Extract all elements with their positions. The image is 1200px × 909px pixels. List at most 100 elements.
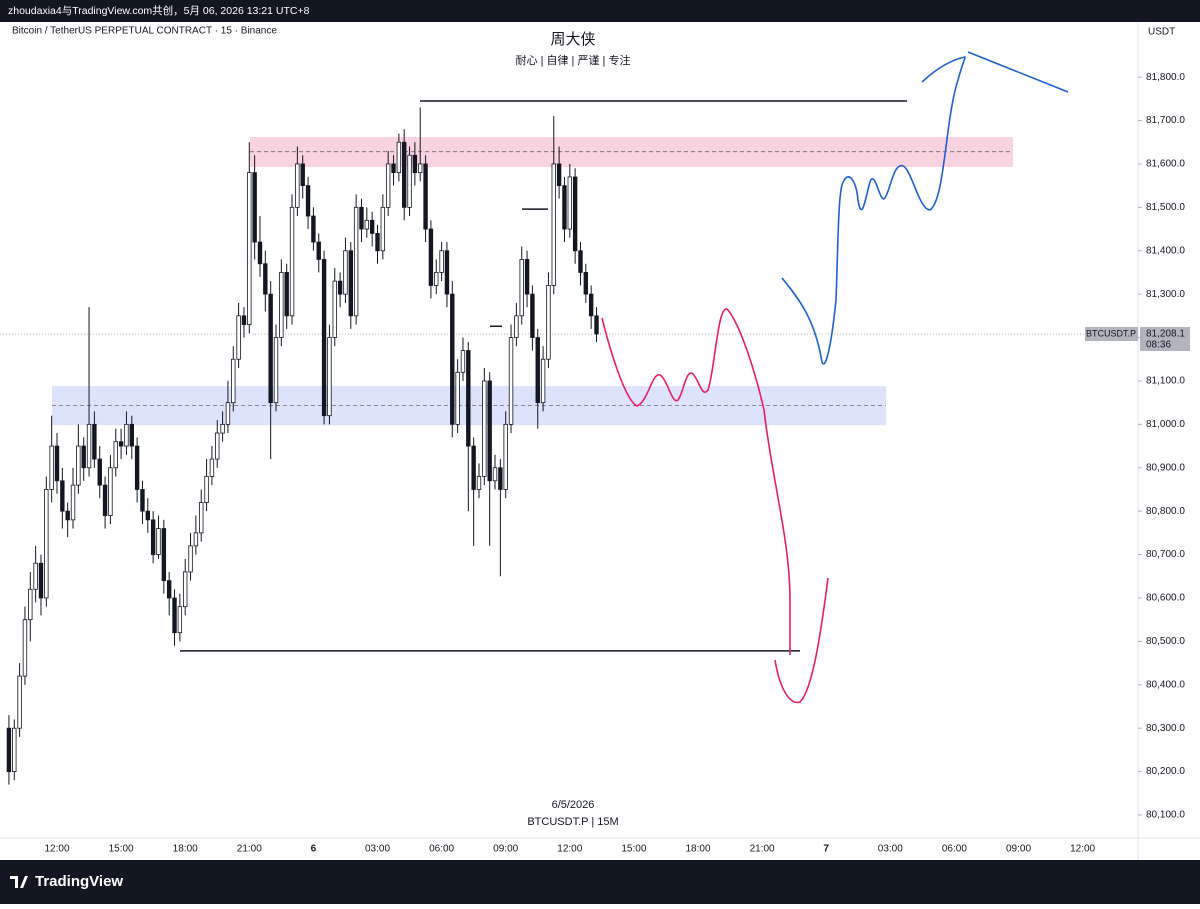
x-tick-label: 12:00 bbox=[557, 844, 582, 855]
candle-body bbox=[316, 241, 321, 260]
candle-body bbox=[257, 241, 263, 265]
x-tick-label: 7 bbox=[823, 844, 829, 855]
candle-body bbox=[343, 250, 348, 295]
candle-body bbox=[476, 476, 482, 490]
candle-body bbox=[578, 250, 583, 273]
candle-body bbox=[295, 163, 300, 208]
y-tick-label: 81,700.0 bbox=[1146, 115, 1185, 126]
candle-body bbox=[38, 562, 44, 599]
symbol-line: Bitcoin / TetherUS PERPETUAL CONTRACT · … bbox=[12, 26, 277, 37]
candle-body bbox=[33, 562, 38, 590]
candle-body bbox=[22, 619, 28, 677]
candle-body bbox=[450, 293, 455, 425]
candle-body bbox=[231, 358, 236, 404]
candle-body bbox=[236, 315, 241, 360]
candle-body bbox=[364, 219, 370, 230]
candle-body bbox=[439, 250, 444, 273]
candle-body bbox=[444, 250, 450, 295]
symbol-tag: BTCUSDT.P bbox=[1086, 328, 1136, 338]
candle-body bbox=[594, 315, 599, 335]
currency-label: USDT bbox=[1148, 27, 1175, 38]
y-tick-label: 81,500.0 bbox=[1146, 202, 1185, 213]
x-tick-label: 03:00 bbox=[878, 844, 903, 855]
candle-body bbox=[81, 445, 86, 469]
candle-body bbox=[182, 571, 188, 608]
price-tag: 81,208.1 bbox=[1146, 329, 1185, 340]
candle-body bbox=[273, 337, 279, 404]
candle-body bbox=[129, 423, 134, 447]
y-tick-label: 81,400.0 bbox=[1146, 245, 1185, 256]
candle-body bbox=[327, 337, 332, 417]
candle-body bbox=[583, 272, 589, 295]
x-tick-label: 06:00 bbox=[942, 844, 967, 855]
candle-body bbox=[209, 458, 215, 477]
candle-body bbox=[556, 163, 562, 187]
candle-body bbox=[514, 315, 519, 338]
x-tick-label: 03:00 bbox=[365, 844, 390, 855]
drawn-path bbox=[601, 308, 791, 655]
candle-body bbox=[161, 528, 167, 582]
candle-body bbox=[17, 675, 22, 729]
candle-body bbox=[519, 259, 524, 317]
candle-body bbox=[150, 519, 156, 555]
candle-body bbox=[12, 727, 17, 772]
watermark-symbol: BTCUSDT.P | 15M bbox=[527, 816, 618, 828]
candle-body bbox=[156, 528, 161, 555]
candle-body bbox=[54, 445, 60, 482]
y-tick-label: 80,200.0 bbox=[1146, 766, 1185, 777]
candle-body bbox=[289, 206, 295, 317]
marks: 80,100.0 80,200.0 80,300.0 80,400.0 80,500.0… bbox=[0, 72, 1190, 855]
candle-body bbox=[471, 445, 476, 490]
candle-body bbox=[86, 423, 92, 469]
chart-subtitle: 耐心 | 自律 | 严谨 | 专注 bbox=[516, 53, 631, 67]
logo: TradingView bbox=[10, 873, 123, 890]
candle-body bbox=[375, 232, 380, 252]
logo-icon bbox=[10, 876, 28, 888]
candle-body bbox=[455, 371, 460, 425]
candle-body bbox=[508, 337, 514, 425]
candle-body bbox=[546, 285, 551, 360]
x-tick-label: 18:00 bbox=[173, 844, 198, 855]
candle-body bbox=[145, 510, 151, 521]
y-tick-label: 80,700.0 bbox=[1146, 549, 1185, 560]
candle-body bbox=[65, 510, 70, 521]
x-tick-label: 15:00 bbox=[109, 844, 134, 855]
candle-body bbox=[396, 141, 402, 174]
candle-body bbox=[134, 445, 140, 490]
x-tick-label: 21:00 bbox=[750, 844, 775, 855]
candle-body bbox=[118, 441, 124, 447]
y-tick-label: 80,300.0 bbox=[1146, 723, 1185, 734]
candle-body bbox=[188, 545, 193, 573]
candle-body bbox=[412, 154, 418, 174]
candle-body bbox=[284, 272, 289, 317]
candle-body bbox=[268, 293, 273, 404]
logo-text: TradingView bbox=[35, 873, 123, 890]
candle-body bbox=[44, 489, 49, 599]
candle-body bbox=[252, 172, 257, 243]
candle-body bbox=[498, 467, 503, 490]
candle-body bbox=[76, 445, 81, 486]
candle-body bbox=[337, 280, 343, 295]
candle-body bbox=[177, 606, 183, 634]
countdown: 08:36 bbox=[1146, 340, 1171, 351]
y-tick-label: 81,000.0 bbox=[1146, 419, 1185, 430]
candle-body bbox=[28, 588, 33, 621]
header-caption: zhoudaxia4与TradingView.com共创，5月 06, 2026… bbox=[8, 4, 310, 17]
x-tick-label: 06:00 bbox=[429, 844, 454, 855]
candle-body bbox=[247, 172, 252, 325]
candle-body bbox=[588, 293, 594, 317]
candle-body bbox=[391, 163, 396, 174]
x-tick-label: 21:00 bbox=[237, 844, 262, 855]
candle-body bbox=[466, 350, 471, 447]
candle-body bbox=[418, 163, 423, 174]
candle-body bbox=[300, 163, 305, 187]
drawn-path bbox=[774, 577, 829, 704]
candle-body bbox=[193, 532, 199, 547]
candle-body bbox=[460, 350, 466, 373]
drawn-path bbox=[921, 51, 1069, 93]
candle-body bbox=[166, 580, 172, 599]
candle-body bbox=[353, 206, 359, 317]
y-tick-label: 80,600.0 bbox=[1146, 593, 1185, 604]
